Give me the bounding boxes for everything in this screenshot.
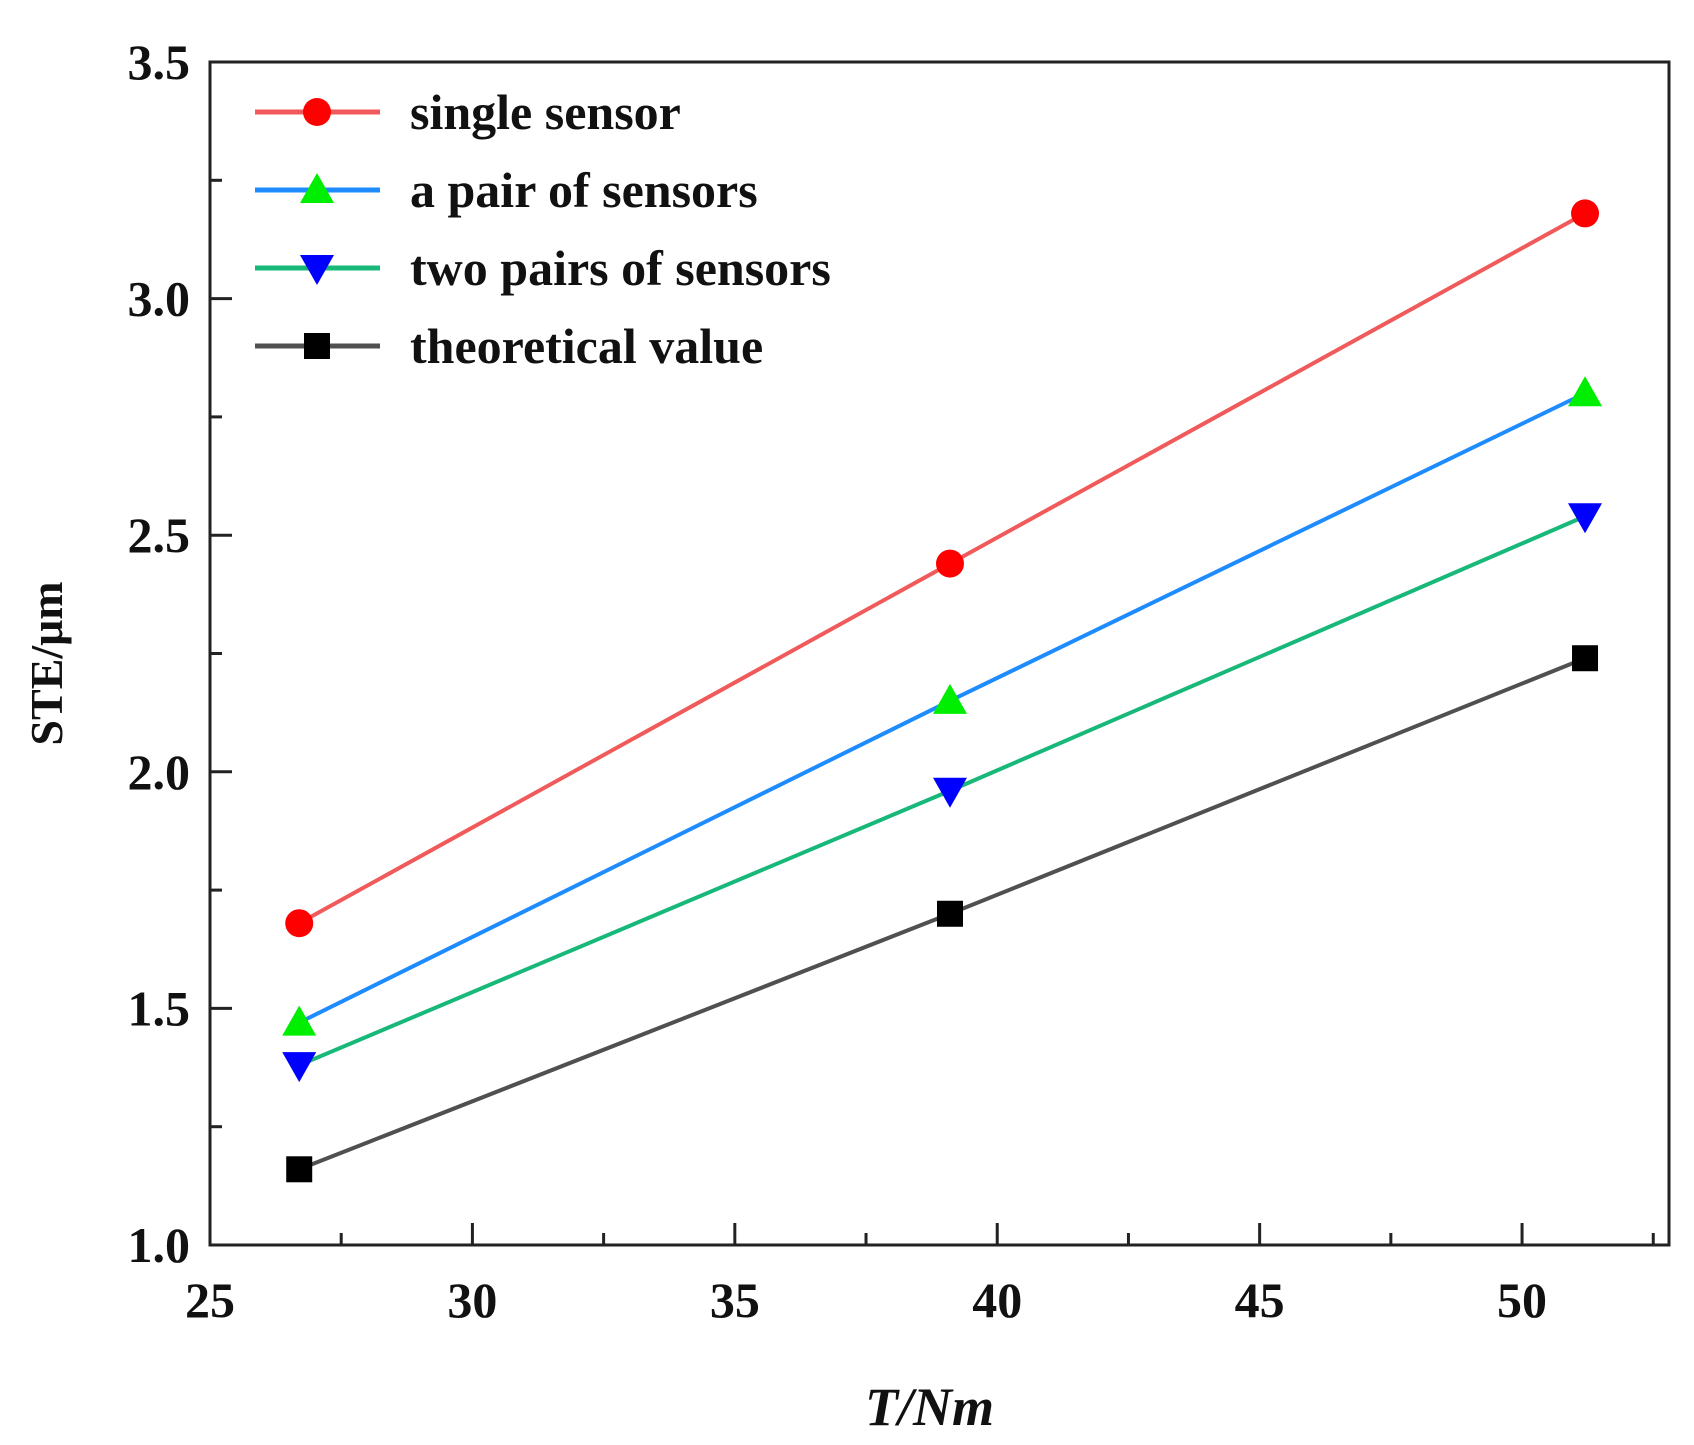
axis-ticks: 25 30 35 40 45 50 1.0 1.5 2.0 2.5 3.0 3.5 (128, 34, 1655, 1328)
legend-marker (304, 333, 330, 359)
legend-marker (300, 173, 334, 203)
y-tick-label: 2.0 (128, 744, 191, 800)
legend: single sensor a pair of sensors two pairs … (255, 84, 831, 374)
legend-item-1: a pair of sensors (255, 162, 758, 218)
data-point-series-1 (932, 683, 967, 714)
y-tick-label: 3.0 (128, 271, 191, 327)
legend-marker (303, 98, 331, 126)
x-tick-label: 40 (972, 1272, 1022, 1328)
data-point-series-2 (932, 777, 967, 808)
legend-item-0: single sensor (255, 84, 681, 140)
data-point-series-3 (1572, 645, 1599, 672)
y-axis-title: STE/μm (21, 581, 72, 745)
data-point-series-2 (1568, 503, 1603, 534)
data-point-series-0 (1571, 199, 1600, 228)
data-point-series-1 (282, 1005, 317, 1036)
x-tick-label: 30 (447, 1272, 497, 1328)
legend-label: two pairs of sensors (410, 240, 831, 296)
data-point-series-3 (286, 1156, 313, 1183)
legend-item-3: theoretical value (255, 318, 763, 374)
data-point-series-0 (285, 909, 314, 938)
legend-label: a pair of sensors (410, 162, 758, 218)
x-tick-label: 35 (710, 1272, 760, 1328)
x-tick-label: 45 (1235, 1272, 1285, 1328)
y-tick-label: 1.5 (128, 980, 191, 1036)
series-markers (282, 199, 1603, 1183)
x-tick-label: 50 (1497, 1272, 1547, 1328)
legend-marker (300, 255, 334, 285)
x-tick-label: 25 (185, 1272, 235, 1328)
data-point-series-1 (1568, 376, 1603, 407)
x-axis-title: T/Nm (865, 1377, 994, 1437)
data-point-series-3 (936, 900, 963, 927)
plot-frame (208, 60, 1671, 1247)
data-point-series-2 (282, 1052, 317, 1083)
legend-label: single sensor (410, 84, 681, 140)
y-tick-label: 1.0 (128, 1217, 191, 1273)
legend-label: theoretical value (410, 318, 763, 374)
legend-item-2: two pairs of sensors (255, 240, 831, 296)
y-tick-label: 2.5 (128, 507, 191, 563)
y-tick-label: 3.5 (128, 34, 191, 90)
data-point-series-0 (935, 549, 964, 578)
